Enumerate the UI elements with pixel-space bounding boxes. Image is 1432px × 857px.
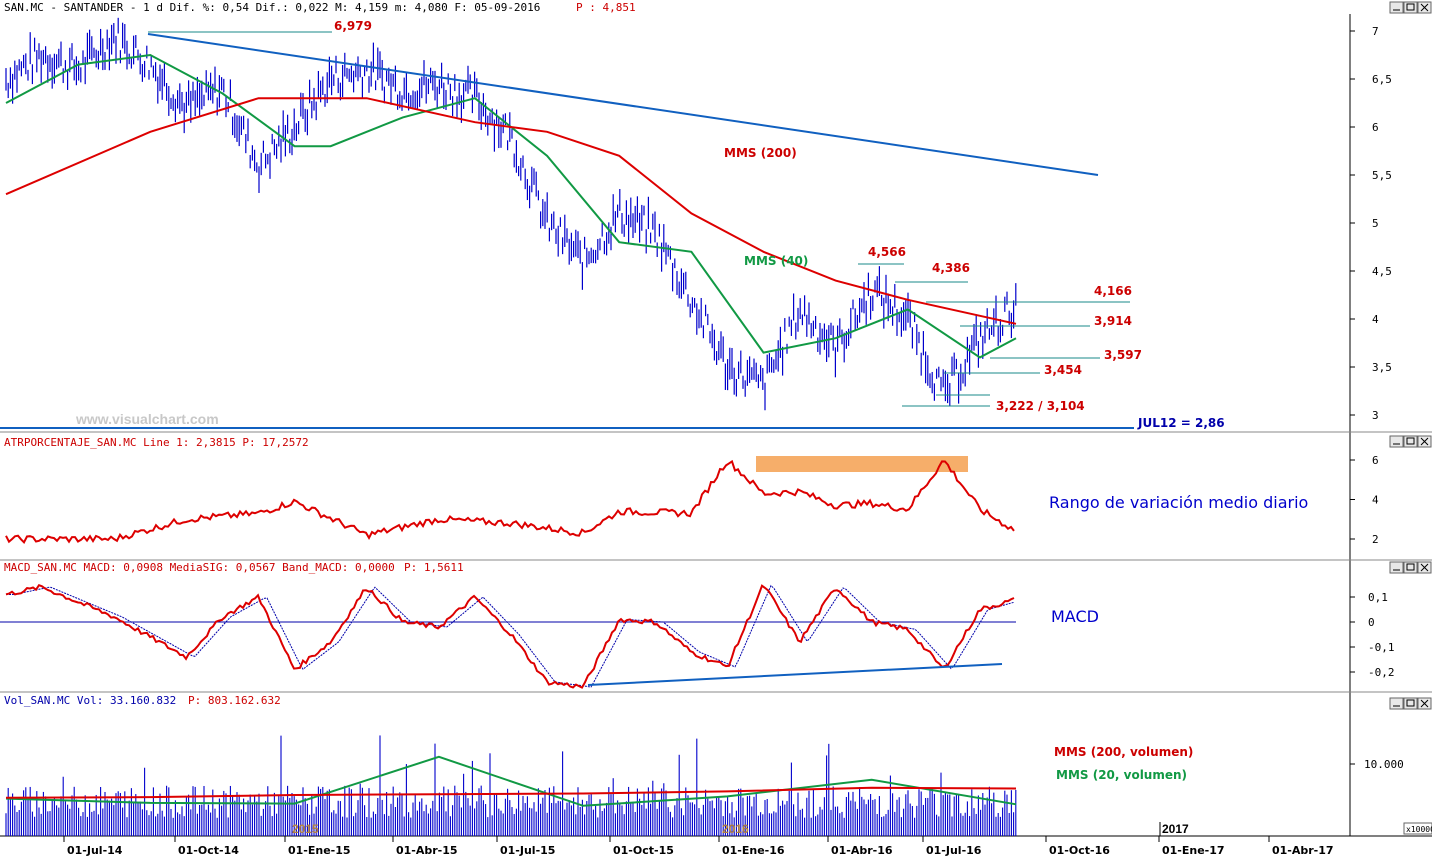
window-controls-atr[interactable] [1389, 435, 1432, 448]
date-label: 01-Ene-17 [1162, 844, 1225, 857]
vol-label-mms200: MMS (200, volumen) [1054, 745, 1193, 759]
date-label: 01-Abr-15 [396, 844, 458, 857]
date-label: 01-Oct-14 [178, 844, 239, 857]
label-3597: 3,597 [1104, 348, 1142, 362]
price-tick-label: 5 [1372, 217, 1379, 230]
date-label: 01-Abr-16 [831, 844, 893, 857]
year-2016: 2016 [722, 822, 749, 836]
macd-caption: MACD [1051, 607, 1099, 626]
date-label: 01-Jul-15 [500, 844, 555, 857]
label-4386: 4,386 [932, 261, 970, 275]
year-2015: 2015 [292, 822, 319, 836]
macd-line [5, 583, 1015, 689]
macd-title: MACD_SAN.MC MACD: 0,0908 MediaSIG: 0,056… [4, 561, 395, 574]
macd-tick-label: 0 [1368, 616, 1375, 629]
macd-tick-label: 0,1 [1368, 591, 1388, 604]
vol-p: P: 803.162.632 [188, 694, 281, 707]
date-label: 01-Oct-15 [613, 844, 674, 857]
macd-axis: 0,1 0 -0,1 -0,2 [1350, 591, 1395, 679]
date-axis: 01-Jul-14 01-Oct-14 01-Ene-15 01-Abr-15 01-J… [63, 836, 1334, 857]
label-3914: 3,914 [1094, 314, 1132, 328]
watermark: www.visualchart.com [75, 411, 219, 427]
price-axis: 7 6,5 6 5,5 5 4,5 4 3,5 3 [1350, 25, 1392, 422]
label-3222-3104: 3,222 / 3,104 [996, 399, 1085, 413]
macd-p: P: 1,5611 [404, 561, 464, 574]
date-label: 01-Ene-15 [288, 844, 351, 857]
window-controls-vol[interactable] [1389, 697, 1432, 710]
vol-mms20-line [5, 755, 1017, 807]
date-label: 01-Oct-16 [1049, 844, 1110, 857]
date-label: 01-Jul-14 [67, 844, 123, 857]
macd-tick-label: -0,2 [1368, 666, 1395, 679]
date-label: 01-Jul-16 [926, 844, 982, 857]
label-3454: 3,454 [1044, 363, 1082, 377]
price-tick-label: 6 [1372, 121, 1379, 134]
window-controls-main[interactable] [1389, 1, 1432, 14]
vol-title: Vol_SAN.MC Vol: 33.160.832 [4, 694, 176, 707]
atr-title: ATRPORCENTAJE_SAN.MC Line 1: 2,3815 P: 1… [4, 436, 309, 449]
price-tick-label: 3 [1372, 409, 1379, 422]
label-mms40: MMS (40) [744, 254, 808, 268]
vol-axis: 10.000 [1350, 758, 1404, 771]
label-jul12: JUL12 = 2,86 [1137, 416, 1225, 430]
chart-header-p: P : 4,851 [576, 1, 636, 14]
vol-label-mms20: MMS (20, volumen) [1056, 768, 1187, 782]
price-tick-label: 6,5 [1372, 73, 1392, 86]
label-4566: 4,566 [868, 245, 906, 259]
date-label: 01-Ene-16 [722, 844, 785, 857]
atr-axis: 6 4 2 [1350, 454, 1379, 546]
mms200-line [5, 97, 1017, 325]
vol-mms200-line [5, 786, 1017, 799]
label-6979: 6,979 [334, 19, 372, 33]
year-2017: 2017 [1162, 822, 1189, 836]
window-controls-macd[interactable] [1389, 561, 1432, 574]
price-tick-label: 4 [1372, 313, 1379, 326]
atr-highlight [756, 456, 968, 472]
atr-tick-label: 2 [1372, 533, 1379, 546]
atr-tick-label: 4 [1372, 494, 1379, 507]
vol-tick-label: 10.000 [1364, 758, 1404, 771]
label-4166: 4,166 [1094, 284, 1132, 298]
chart-header: SAN.MC - SANTANDER - 1 d Dif. %: 0,54 Di… [4, 1, 540, 14]
price-tick-label: 7 [1372, 25, 1379, 38]
atr-caption: Rango de variación medio diario [1049, 493, 1308, 512]
price-tick-label: 5,5 [1372, 169, 1392, 182]
macd-divergence-line [587, 663, 1003, 686]
trend-line [147, 33, 1099, 176]
date-label: 01-Abr-17 [1272, 844, 1334, 857]
label-mms200: MMS (200) [724, 146, 797, 160]
macd-signal-line [6, 584, 1015, 688]
atr-tick-label: 6 [1372, 454, 1379, 467]
atr-line [5, 459, 1015, 544]
price-tick-label: 3,5 [1372, 361, 1392, 374]
price-tick-label: 4,5 [1372, 265, 1392, 278]
macd-tick-label: -0,1 [1368, 641, 1395, 654]
